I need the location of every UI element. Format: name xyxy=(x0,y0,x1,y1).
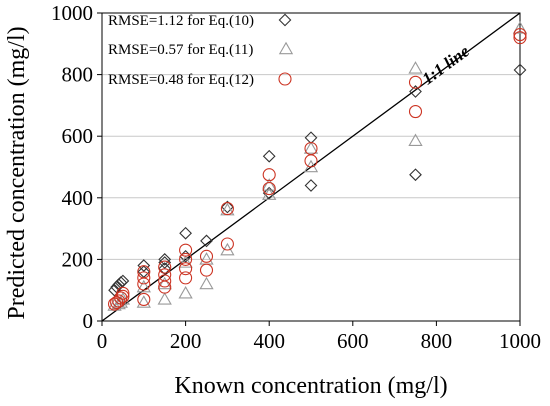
data-point xyxy=(108,283,121,297)
data-point xyxy=(408,105,423,119)
legend-label: RMSE=1.12 for Eq.(10) xyxy=(108,13,254,29)
x-tick-label: 400 xyxy=(253,329,285,353)
data-point xyxy=(179,271,193,285)
data-point xyxy=(158,256,172,269)
data-points xyxy=(107,21,528,311)
data-point xyxy=(112,294,126,308)
data-point xyxy=(262,182,276,196)
axis-ticks: 0 200 400 600 800 1000 0 200 400 600 800 1000 xyxy=(51,1,541,353)
data-point xyxy=(513,31,527,45)
data-point xyxy=(408,61,423,74)
legend-marker xyxy=(278,41,294,55)
legend: RMSE=1.12 for Eq.(10) RMSE=0.57 for Eq.(1… xyxy=(108,13,294,88)
legend-label: RMSE=0.48 for Eq.(12) xyxy=(108,72,254,88)
data-point xyxy=(513,28,527,42)
x-tick-label: 800 xyxy=(421,329,453,353)
y-tick-label: 800 xyxy=(62,63,94,87)
data-point xyxy=(199,263,214,277)
data-point xyxy=(513,63,527,77)
data-point xyxy=(136,295,151,308)
y-tick-label: 200 xyxy=(62,247,94,271)
x-tick-label: 1000 xyxy=(499,329,541,353)
data-point xyxy=(157,276,172,290)
data-point xyxy=(136,279,151,293)
plot-frame xyxy=(101,12,521,322)
data-point xyxy=(262,178,277,191)
data-point xyxy=(304,179,318,192)
data-point xyxy=(512,21,528,34)
data-point xyxy=(116,274,130,288)
data-point xyxy=(158,262,172,276)
data-point xyxy=(262,186,276,200)
data-point xyxy=(408,75,423,89)
data-point xyxy=(158,260,172,274)
legend-marker xyxy=(278,72,292,86)
legend-label: RMSE=0.57 for Eq.(11) xyxy=(108,42,253,58)
one-to-one-line-label: 1:1 line xyxy=(419,41,474,88)
data-point xyxy=(408,133,423,147)
data-point xyxy=(220,242,235,256)
x-axis-title: Known concentration (mg/l) xyxy=(174,373,447,399)
data-point xyxy=(303,141,319,154)
data-point xyxy=(158,268,172,282)
data-point xyxy=(137,292,151,306)
data-point xyxy=(199,249,214,263)
series-circle xyxy=(107,28,527,311)
data-point xyxy=(179,252,193,266)
data-point xyxy=(262,168,276,182)
data-point xyxy=(137,271,151,285)
data-point xyxy=(199,276,214,290)
data-point xyxy=(158,274,172,288)
data-point xyxy=(137,259,151,272)
data-point xyxy=(158,253,172,266)
data-point xyxy=(409,168,422,182)
data-point xyxy=(179,262,193,276)
data-point xyxy=(179,243,193,257)
y-tick-label: 600 xyxy=(62,124,94,148)
y-tick-label: 1000 xyxy=(51,1,93,25)
data-point xyxy=(116,286,130,300)
data-point xyxy=(116,289,130,303)
data-point xyxy=(178,255,193,268)
data-point xyxy=(200,234,213,248)
x-tick-label: 600 xyxy=(337,329,369,353)
x-tick-label: 0 xyxy=(97,329,108,353)
data-point xyxy=(262,149,276,163)
data-point xyxy=(179,226,192,240)
data-point xyxy=(221,200,234,214)
legend-marker xyxy=(278,13,292,27)
data-point xyxy=(304,141,318,156)
data-point xyxy=(220,202,234,216)
data-point xyxy=(137,265,151,279)
y-tick-label: 400 xyxy=(62,186,94,210)
data-point xyxy=(157,292,172,305)
x-tick-label: 200 xyxy=(170,329,202,353)
data-point xyxy=(178,285,193,299)
series-diamond xyxy=(108,63,527,297)
y-tick-label: 0 xyxy=(83,309,94,333)
data-point xyxy=(220,237,234,251)
data-point xyxy=(409,85,422,98)
y-axis-title: Predicted concentration (mg/l) xyxy=(4,26,30,319)
